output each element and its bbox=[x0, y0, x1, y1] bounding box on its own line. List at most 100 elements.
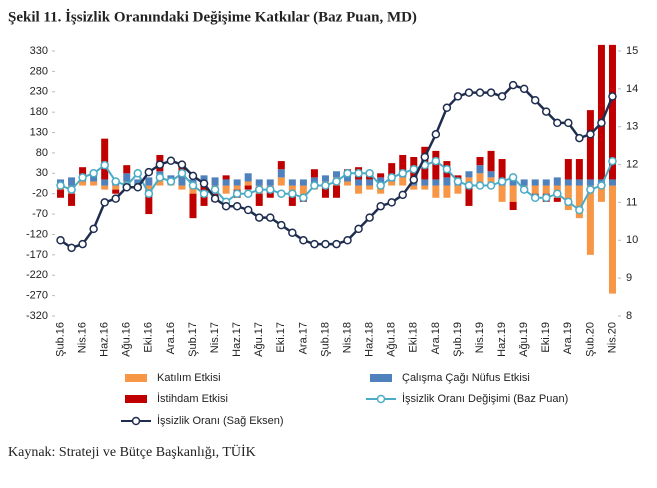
bar bbox=[476, 165, 484, 174]
x-tick-label: Nis.17 bbox=[209, 322, 221, 353]
x-tick-label: Eki.17 bbox=[275, 322, 287, 353]
x-tick-label: Şub.20 bbox=[584, 322, 596, 357]
bar bbox=[134, 179, 142, 186]
marker bbox=[409, 175, 419, 184]
marker bbox=[343, 169, 352, 178]
bar bbox=[189, 193, 197, 219]
marker bbox=[155, 160, 165, 169]
bar bbox=[509, 185, 517, 202]
marker bbox=[453, 177, 463, 186]
chart-title: Şekil 11. İşsizlik Oranındaki Değişime K… bbox=[8, 8, 417, 25]
bar bbox=[145, 177, 153, 186]
marker bbox=[277, 220, 286, 230]
bar bbox=[432, 179, 440, 186]
marker bbox=[100, 160, 109, 170]
marker bbox=[597, 118, 606, 128]
legend-label: İstihdam Etkisi bbox=[157, 392, 228, 405]
marker bbox=[486, 88, 496, 97]
bar bbox=[145, 185, 153, 190]
marker bbox=[497, 92, 507, 101]
marker bbox=[155, 173, 165, 182]
bar bbox=[277, 169, 285, 178]
bar bbox=[366, 185, 374, 190]
bar bbox=[465, 171, 473, 178]
marker bbox=[177, 169, 187, 178]
x-tick-label: Ağu.18 bbox=[386, 322, 398, 357]
x-tick-label: Nis.18 bbox=[341, 322, 353, 353]
bar bbox=[68, 177, 76, 186]
y-tick-label: -220 bbox=[26, 269, 48, 281]
marker bbox=[288, 189, 297, 198]
x-tick-label: Ara.18 bbox=[430, 322, 442, 354]
marker bbox=[475, 181, 485, 190]
bar bbox=[266, 179, 274, 186]
bar bbox=[310, 169, 318, 178]
bar bbox=[123, 165, 131, 174]
marker bbox=[597, 181, 606, 190]
marker bbox=[541, 193, 551, 203]
marker bbox=[111, 177, 120, 186]
marker bbox=[310, 181, 319, 190]
marker bbox=[608, 156, 617, 166]
marker bbox=[199, 179, 209, 188]
marker bbox=[586, 185, 595, 194]
bar bbox=[299, 185, 307, 198]
bar bbox=[344, 181, 352, 186]
bar bbox=[498, 185, 506, 202]
marker bbox=[519, 84, 529, 94]
x-tick-label: Ara.17 bbox=[297, 322, 309, 354]
marker bbox=[133, 183, 143, 192]
bar bbox=[498, 159, 506, 180]
bar bbox=[112, 189, 120, 194]
bar bbox=[487, 171, 495, 178]
bar bbox=[597, 185, 605, 202]
marker bbox=[78, 173, 87, 182]
line bbox=[59, 83, 614, 250]
marker bbox=[354, 224, 363, 234]
bar bbox=[321, 175, 329, 182]
bar bbox=[79, 167, 87, 176]
bar bbox=[608, 44, 616, 180]
marker bbox=[365, 169, 374, 178]
source: Kaynak: Strateji ve Bütçe Başkanlığı, TÜ… bbox=[8, 443, 256, 460]
bar bbox=[288, 179, 296, 186]
marker bbox=[277, 189, 286, 198]
y-tick-label: -20 bbox=[32, 188, 48, 200]
marker bbox=[398, 190, 407, 200]
marker bbox=[486, 181, 496, 190]
marker bbox=[122, 183, 132, 192]
bar bbox=[487, 150, 495, 172]
bar bbox=[432, 185, 440, 198]
x-tick-label: Haz.16 bbox=[99, 322, 111, 357]
marker bbox=[321, 181, 330, 190]
legend-marker bbox=[376, 394, 386, 404]
bar bbox=[377, 173, 385, 178]
marker bbox=[343, 236, 352, 245]
marker bbox=[288, 228, 297, 237]
x-tick-label: Eki.16 bbox=[143, 322, 155, 353]
bar bbox=[178, 185, 186, 190]
bar bbox=[90, 181, 98, 186]
y2-tick-label: 11 bbox=[626, 196, 637, 208]
marker bbox=[553, 189, 562, 198]
marker bbox=[541, 107, 551, 116]
bar bbox=[586, 110, 594, 180]
y-tick-label: 30 bbox=[36, 167, 48, 179]
marker bbox=[431, 156, 441, 166]
legend-swatch bbox=[370, 374, 392, 382]
legend-label: Çalışma Çağı Nüfus Etkisi bbox=[402, 372, 530, 384]
marker bbox=[254, 185, 264, 194]
y2-tick-label: 13 bbox=[626, 121, 638, 133]
bar bbox=[421, 185, 429, 190]
bar bbox=[366, 179, 374, 186]
marker bbox=[56, 181, 65, 190]
bar bbox=[200, 175, 208, 182]
marker bbox=[67, 185, 76, 194]
y2-tick-label: 12 bbox=[626, 158, 638, 170]
x-tick-label: Nis.16 bbox=[77, 322, 89, 353]
marker bbox=[299, 236, 308, 245]
marker bbox=[166, 156, 176, 166]
bar bbox=[564, 179, 572, 186]
bar bbox=[244, 181, 252, 186]
